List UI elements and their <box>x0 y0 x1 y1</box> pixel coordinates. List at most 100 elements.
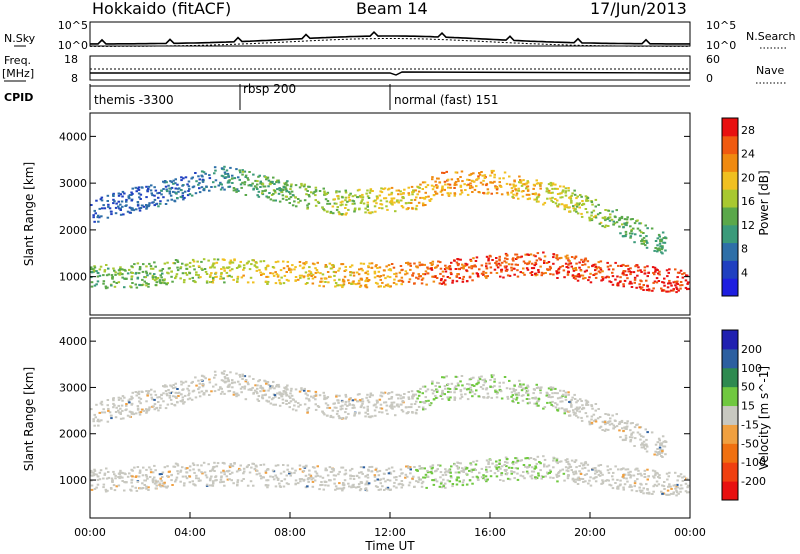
velocity-point <box>548 472 551 474</box>
velocity-point <box>153 408 156 411</box>
power-point <box>400 205 404 207</box>
power-point <box>173 199 176 202</box>
power-point <box>264 266 268 269</box>
power-point <box>580 195 583 198</box>
velocity-point <box>575 409 579 412</box>
power-point <box>128 268 131 271</box>
x-tick-label: 08:00 <box>274 526 306 539</box>
power-point <box>594 269 597 272</box>
power-point <box>532 183 536 186</box>
power-point <box>672 288 675 291</box>
velocity-point <box>506 395 509 398</box>
power-point <box>286 180 289 183</box>
velocity-point <box>268 396 271 399</box>
power-point <box>180 176 183 179</box>
velocity-point <box>475 389 478 392</box>
velocity-point <box>595 476 598 479</box>
power-point <box>665 269 669 272</box>
power-point <box>243 183 246 186</box>
power-point <box>539 187 542 190</box>
power-point <box>150 184 153 187</box>
velocity-point <box>415 480 418 483</box>
power-point <box>609 281 613 284</box>
velocity-point <box>563 412 566 415</box>
velocity-point <box>172 387 175 390</box>
power-point <box>188 265 192 268</box>
colorbar-segment <box>722 242 738 261</box>
velocity-point <box>643 469 647 472</box>
power-point <box>548 268 551 271</box>
velocity-point <box>136 480 139 483</box>
power-point <box>265 178 268 181</box>
power-point <box>528 260 531 263</box>
velocity-point <box>147 408 151 411</box>
power-point <box>629 271 633 274</box>
power-point <box>404 273 407 276</box>
velocity-point <box>576 408 579 410</box>
velocity-point <box>684 490 688 493</box>
y-tick-label: 4000 <box>59 335 87 348</box>
power-point <box>525 193 529 196</box>
velocity-point <box>176 392 180 395</box>
velocity-point <box>430 402 433 405</box>
velocity-point <box>295 409 298 412</box>
power-point <box>308 270 311 273</box>
power-point <box>631 232 634 235</box>
power-point <box>344 269 348 272</box>
power-point <box>567 263 570 266</box>
velocity-point <box>362 406 366 409</box>
velocity-point <box>644 428 647 431</box>
power-point <box>481 174 484 177</box>
power-point <box>415 196 418 199</box>
power-point <box>310 272 313 275</box>
velocity-point <box>307 398 311 401</box>
power-point <box>356 189 360 192</box>
velocity-point <box>629 484 632 487</box>
power-point <box>176 259 179 262</box>
velocity-point <box>181 475 185 478</box>
power-point <box>282 282 286 285</box>
power-point <box>429 262 432 264</box>
velocity-point <box>193 483 196 486</box>
power-point <box>112 280 116 283</box>
power-point <box>179 277 182 280</box>
power-point <box>210 272 213 275</box>
power-point <box>604 224 608 227</box>
velocity-point <box>151 478 155 481</box>
power-point <box>95 283 98 286</box>
velocity-point <box>638 489 642 492</box>
velocity-point <box>229 463 233 466</box>
power-point <box>155 281 158 284</box>
velocity-point <box>636 478 639 481</box>
power-point <box>239 260 242 263</box>
velocity-point <box>459 390 463 393</box>
velocity-point <box>305 465 308 468</box>
velocity-point <box>426 471 430 474</box>
power-point <box>491 259 494 261</box>
velocity-point <box>120 471 124 474</box>
power-point <box>588 218 592 221</box>
power-point <box>364 211 367 214</box>
velocity-point <box>450 382 454 385</box>
power-point <box>411 207 414 210</box>
power-point <box>537 269 540 271</box>
power-point <box>174 259 178 261</box>
velocity-point <box>225 374 229 376</box>
velocity-point <box>504 461 507 463</box>
velocity-point <box>174 386 177 389</box>
velocity-point <box>519 386 522 388</box>
power-point <box>476 275 480 277</box>
power-point <box>461 263 464 266</box>
velocity-point <box>622 486 625 489</box>
power-point <box>210 186 213 188</box>
velocity-point <box>468 479 472 482</box>
power-point <box>137 192 141 195</box>
power-point <box>677 289 680 292</box>
velocity-point <box>359 466 363 469</box>
velocity-point <box>626 480 629 483</box>
power-point <box>370 266 373 269</box>
velocity-point <box>664 440 667 443</box>
power-point <box>567 187 570 189</box>
velocity-point <box>461 384 464 387</box>
power-point <box>99 198 103 201</box>
